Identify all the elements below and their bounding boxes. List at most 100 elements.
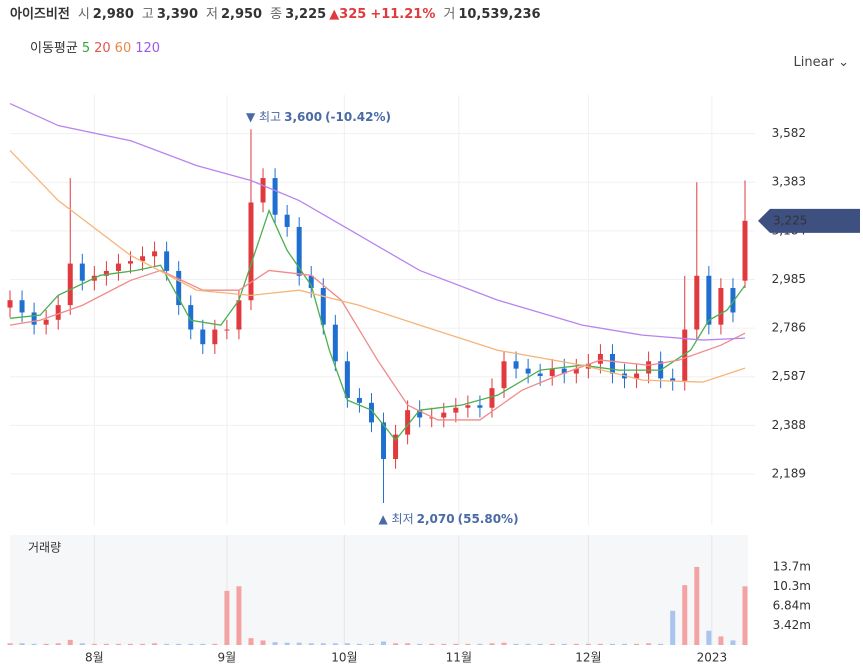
legend-entry: 20 bbox=[94, 41, 111, 56]
volume-title: 거래량 bbox=[28, 541, 61, 555]
volume-bar bbox=[164, 643, 170, 645]
volume-bar bbox=[549, 643, 555, 645]
volume-bar bbox=[730, 640, 736, 645]
volume-bar bbox=[573, 643, 579, 645]
candle-body bbox=[127, 261, 133, 264]
legend-entry: 120 bbox=[135, 41, 161, 56]
max-annotation-part: ▼ 최고 bbox=[246, 110, 281, 124]
ma-title: 이동평균 bbox=[30, 41, 78, 56]
y-tick-label: 2,189 bbox=[772, 466, 806, 480]
candle-body bbox=[31, 312, 37, 325]
candle-body bbox=[344, 361, 350, 398]
volume-bar bbox=[465, 643, 471, 645]
candle-body bbox=[694, 275, 700, 330]
volume-bar bbox=[742, 586, 748, 645]
change: ▲325 bbox=[329, 7, 367, 22]
candle-body bbox=[188, 305, 194, 330]
candle-body bbox=[381, 422, 387, 460]
volume-bar bbox=[368, 643, 374, 645]
volume-bar bbox=[7, 643, 13, 645]
volume-bar bbox=[417, 643, 423, 645]
x-tick-label: 11월 bbox=[446, 651, 472, 665]
volume-tick-label: 10.3m bbox=[773, 579, 811, 593]
volume-bar bbox=[597, 643, 603, 645]
candle-body bbox=[670, 378, 676, 381]
candle-body bbox=[393, 434, 399, 460]
candle-body bbox=[320, 288, 326, 325]
candle-body bbox=[441, 412, 447, 418]
candle-body bbox=[489, 388, 495, 408]
volume-bar bbox=[55, 643, 61, 645]
price-tag-label: 3,225 bbox=[773, 213, 807, 227]
volume-bar bbox=[489, 643, 495, 645]
scale-selector[interactable]: Linear ⌄ bbox=[794, 55, 849, 70]
candle-body bbox=[405, 410, 411, 435]
y-tick-label: 2,786 bbox=[772, 321, 806, 335]
y-tick-label: 3,383 bbox=[772, 175, 806, 189]
candle-body bbox=[260, 178, 266, 203]
legend-entry: 60 bbox=[114, 41, 132, 56]
field-label: 저 bbox=[206, 7, 218, 22]
candle-body bbox=[79, 263, 85, 281]
scale-label[interactable]: Linear bbox=[793, 55, 834, 70]
candle-body bbox=[477, 405, 483, 408]
volume-bar bbox=[127, 643, 133, 645]
candle-body bbox=[417, 410, 423, 418]
y-tick-label: 2,587 bbox=[772, 369, 806, 383]
volume-bar bbox=[344, 643, 350, 645]
ma-line bbox=[9, 150, 746, 383]
candle-body bbox=[164, 251, 170, 271]
field-value: 3,390 bbox=[156, 7, 198, 22]
volume-value: 10,539,236 bbox=[458, 7, 541, 22]
candle-body bbox=[308, 275, 314, 289]
volume-bar bbox=[308, 643, 314, 645]
ma-line bbox=[9, 208, 746, 442]
min-annotation: ▲ 최저 2,070 (55.80%) bbox=[379, 512, 519, 526]
volume-bar bbox=[694, 566, 700, 645]
volume-bar bbox=[453, 643, 459, 645]
volume-bar bbox=[272, 642, 278, 645]
field-label: 시 bbox=[77, 7, 90, 22]
field-label: 고 bbox=[141, 7, 154, 22]
volume-bar bbox=[718, 636, 724, 645]
volume-bar bbox=[585, 643, 591, 645]
volume-bar bbox=[525, 643, 531, 645]
candle-body bbox=[573, 368, 579, 374]
ma-legend: 이동평균 5 20 60 120 bbox=[30, 37, 160, 56]
candle-body bbox=[646, 361, 652, 374]
candle-body bbox=[549, 368, 555, 376]
min-annotation-part: ▲ 최저 bbox=[379, 512, 414, 526]
min-annotation-part: (55.80%) bbox=[458, 512, 519, 526]
candle-body bbox=[718, 288, 724, 325]
candle-body bbox=[200, 329, 206, 345]
max-annotation: ▼ 최고 3,600 (-10.42%) bbox=[246, 110, 391, 124]
candle-body bbox=[140, 256, 146, 262]
candle-body bbox=[103, 270, 109, 276]
x-tick-label: 10월 bbox=[331, 651, 357, 665]
y-tick-label: 2,388 bbox=[772, 418, 806, 432]
field-label: 종 bbox=[270, 7, 283, 22]
chevron: ⌄ bbox=[838, 55, 849, 70]
candle-body bbox=[115, 263, 121, 271]
volume-bar bbox=[646, 643, 652, 645]
candle-body bbox=[176, 270, 182, 306]
volume-bar bbox=[332, 643, 338, 645]
volume-bar bbox=[140, 643, 146, 645]
candle-body bbox=[501, 361, 507, 389]
candle-body bbox=[55, 305, 61, 320]
candle-body bbox=[609, 353, 615, 374]
volume-bar bbox=[429, 643, 435, 645]
candle-body bbox=[525, 368, 531, 374]
volume-bar bbox=[670, 610, 676, 645]
candle-body bbox=[597, 353, 603, 364]
candle-body bbox=[429, 417, 435, 419]
volume-bar bbox=[43, 643, 49, 645]
volume-bar bbox=[441, 643, 447, 645]
volume-bar bbox=[224, 590, 230, 645]
volume-bar bbox=[356, 643, 362, 645]
volume-bar bbox=[19, 643, 25, 645]
volume-bar bbox=[284, 642, 290, 645]
volume-bar bbox=[260, 640, 266, 645]
